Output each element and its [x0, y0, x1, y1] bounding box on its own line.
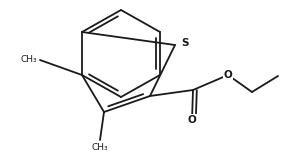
- Text: O: O: [224, 70, 232, 80]
- Text: O: O: [188, 115, 197, 125]
- Text: S: S: [181, 38, 188, 48]
- Text: CH₃: CH₃: [92, 143, 108, 152]
- Text: CH₃: CH₃: [20, 55, 37, 64]
